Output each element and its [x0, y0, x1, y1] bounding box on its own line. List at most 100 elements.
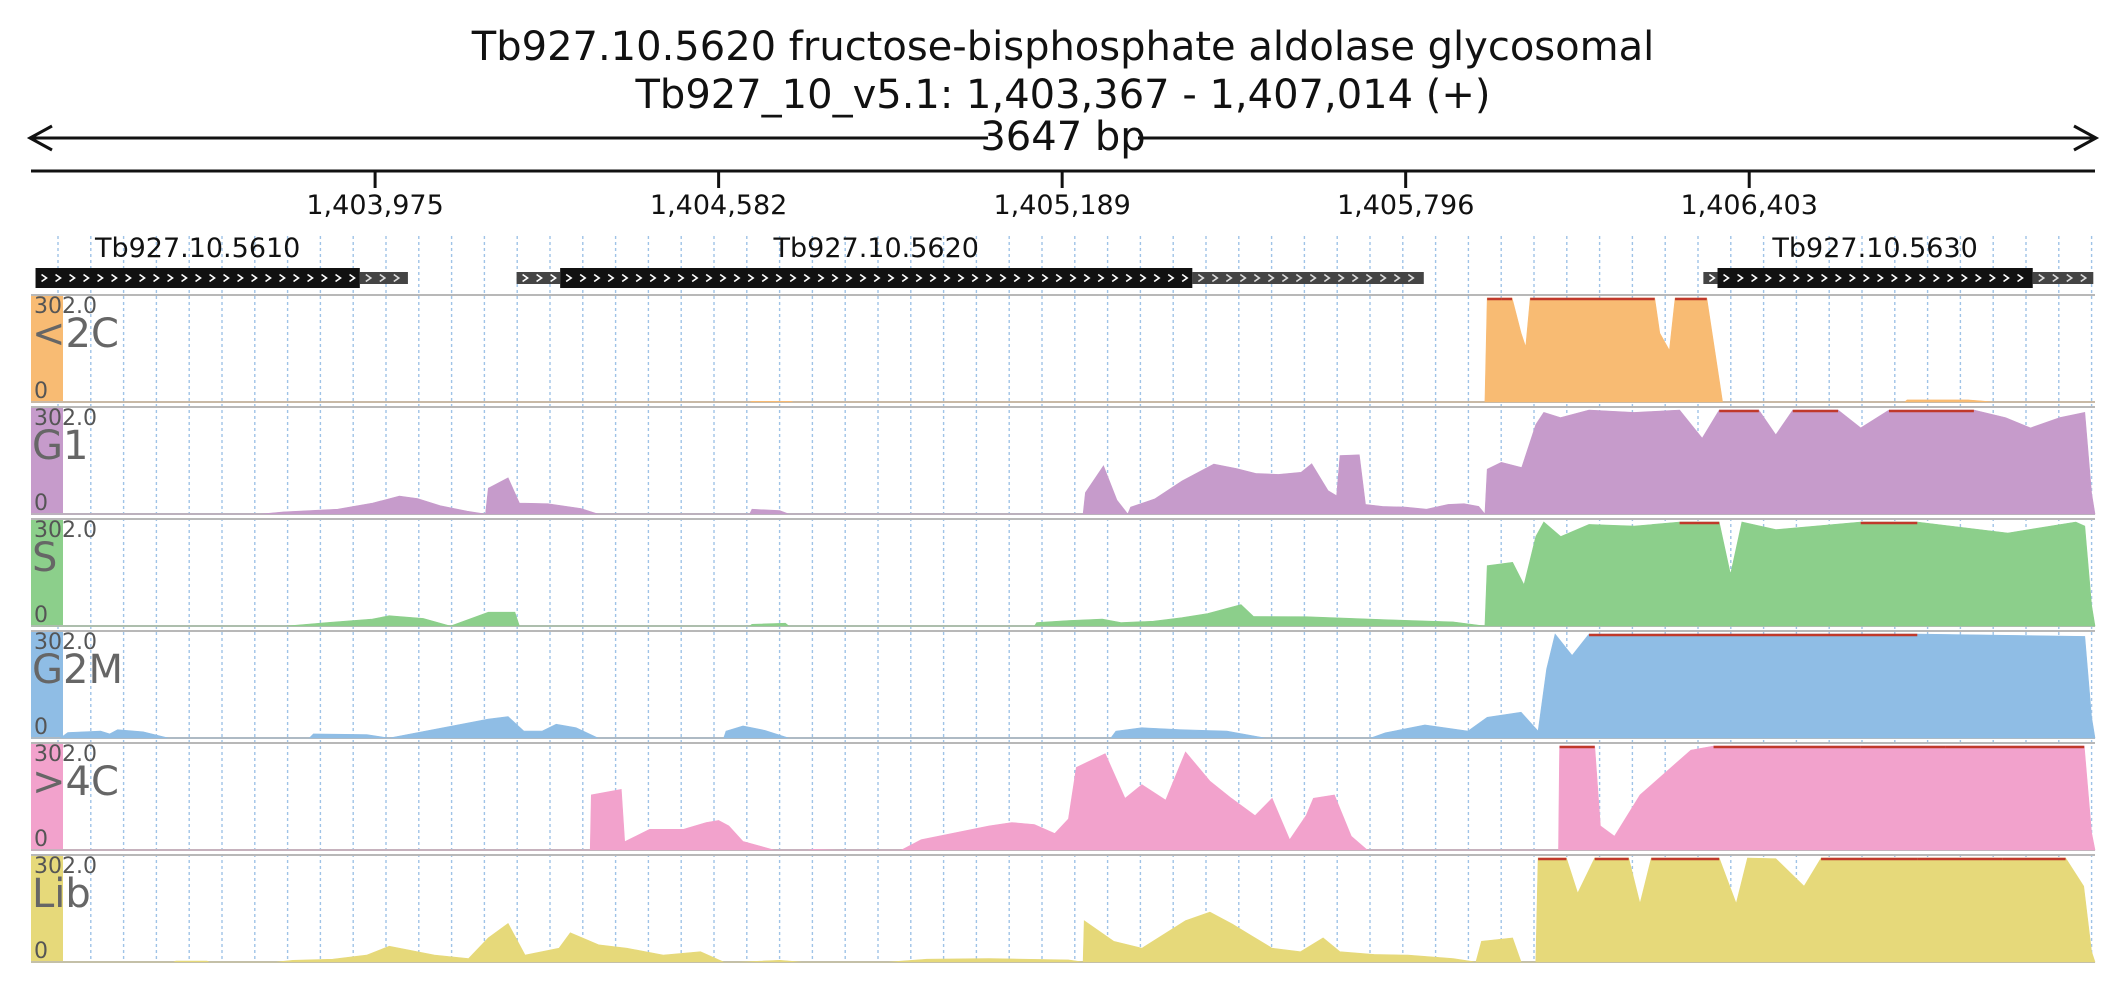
track-name-label: <2C	[32, 311, 119, 357]
strand-chevron-icon	[335, 273, 342, 283]
strand-chevron-icon	[705, 273, 713, 283]
strand-chevron-icon	[663, 273, 671, 283]
gene-model: Tb927.10.5620	[516, 233, 1424, 288]
coverage-area	[31, 745, 2096, 851]
gene-model: Tb927.10.5630	[1703, 233, 2094, 288]
strand-chevron-icon	[971, 273, 979, 283]
strand-chevron-icon	[265, 273, 272, 283]
gene-track: Tb927.10.5610 Tb927.10.5620 Tb927.10.5630	[35, 233, 2094, 288]
track-max-label: 302.0	[34, 854, 97, 879]
strand-chevron-icon	[761, 273, 769, 283]
strand-chevron-icon	[1891, 273, 1898, 283]
strand-chevron-icon	[1737, 273, 1744, 283]
tick-label: 1,403,975	[306, 190, 443, 221]
utr3-block	[2032, 272, 2094, 284]
strand-chevron-icon	[1097, 273, 1105, 283]
strand-chevron-icon	[677, 273, 685, 283]
utr5-block	[516, 272, 561, 284]
strand-chevron-icon	[985, 273, 993, 283]
strand-chevron-icon	[195, 273, 202, 283]
strand-chevron-icon	[1027, 273, 1035, 283]
strand-chevron-icon	[1281, 273, 1289, 283]
strand-chevron-icon	[293, 273, 300, 283]
strand-chevron-icon	[83, 273, 90, 283]
strand-chevron-icon	[621, 273, 629, 283]
strand-chevron-icon	[817, 273, 825, 283]
strand-chevron-icon	[1267, 273, 1275, 283]
strand-chevron-icon	[747, 273, 755, 283]
strand-chevron-icon	[1989, 273, 1996, 283]
locus-title: Tb927_10_v5.1: 1,403,367 - 1,407,014 (+)	[635, 72, 1491, 118]
strand-chevron-icon	[2066, 273, 2074, 283]
track-color-swatch	[31, 408, 63, 513]
strand-chevron-icon	[1961, 273, 1968, 283]
strand-chevron-icon	[873, 273, 881, 283]
strand-chevron-icon	[153, 273, 160, 283]
strand-chevron-icon	[1181, 273, 1189, 283]
strand-chevron-icon	[579, 273, 587, 283]
strand-chevron-icon	[929, 273, 937, 283]
strand-chevron-icon	[733, 273, 741, 283]
strand-chevron-icon	[649, 273, 657, 283]
strand-chevron-icon	[1933, 273, 1940, 283]
track-name-label: G2M	[32, 647, 123, 693]
strand-chevron-icon	[593, 273, 601, 283]
strand-chevron-icon	[1975, 273, 1982, 283]
strand-chevron-icon	[97, 273, 104, 283]
coverage-track: 302.0 0 <2C	[31, 294, 2095, 404]
strand-chevron-icon	[789, 273, 797, 283]
gene-label: Tb927.10.5610	[94, 233, 300, 264]
strand-chevron-icon	[1393, 273, 1401, 283]
coverage-area	[31, 409, 2096, 515]
utr3-block	[1192, 272, 1424, 284]
strand-chevron-icon	[901, 273, 909, 283]
strand-chevron-icon	[522, 273, 529, 283]
strand-chevron-icon	[1041, 273, 1049, 283]
strand-chevron-icon	[1849, 273, 1856, 283]
track-min-label: 0	[34, 715, 48, 740]
strand-chevron-icon	[2003, 273, 2010, 283]
strand-chevron-icon	[831, 273, 839, 283]
strand-chevron-icon	[1947, 273, 1954, 283]
strand-chevron-icon	[803, 273, 811, 283]
coverage-area	[31, 521, 2096, 627]
strand-chevron-icon	[1337, 273, 1345, 283]
track-name-label: Lib	[32, 871, 91, 917]
strand-chevron-icon	[349, 273, 356, 283]
strand-chevron-icon	[167, 273, 174, 283]
strand-chevron-icon	[1167, 273, 1175, 283]
strand-chevron-icon	[1197, 273, 1205, 283]
strand-chevron-icon	[223, 273, 230, 283]
strand-chevron-icon	[125, 273, 132, 283]
strand-chevron-icon	[1807, 273, 1814, 283]
span-arrow-right-icon	[2073, 124, 2100, 152]
tick-label: 1,406,403	[1680, 190, 1817, 221]
strand-chevron-icon	[1323, 273, 1331, 283]
strand-chevron-icon	[1919, 273, 1926, 283]
track-color-swatch	[31, 744, 63, 849]
cds-block	[1717, 268, 2033, 288]
strand-chevron-icon	[1779, 273, 1786, 283]
strand-chevron-icon	[1877, 273, 1884, 283]
coverage-track: 302.0 0 G1	[31, 406, 2096, 516]
track-max-label: 302.0	[34, 294, 97, 319]
strand-chevron-icon	[1153, 273, 1161, 283]
strand-chevron-icon	[365, 273, 373, 283]
track-color-swatch	[31, 632, 63, 737]
track-max-label: 302.0	[34, 518, 97, 543]
strand-chevron-icon	[635, 273, 643, 283]
strand-chevron-icon	[1239, 273, 1247, 283]
strand-chevron-icon	[775, 273, 783, 283]
strand-chevron-icon	[1069, 273, 1077, 283]
coverage-tracks: 302.00<2C302.00G1302.00S302.00G2M302.00>…	[31, 294, 2096, 964]
strand-chevron-icon	[1835, 273, 1842, 283]
strand-chevron-icon	[943, 273, 951, 283]
track-min-label: 0	[34, 603, 48, 628]
track-color-swatch	[31, 520, 63, 625]
gene-label: Tb927.10.5630	[1771, 233, 1977, 264]
strand-chevron-icon	[181, 273, 188, 283]
gene-label: Tb927.10.5620	[773, 233, 979, 264]
strand-chevron-icon	[1351, 273, 1359, 283]
track-name-label: S	[32, 535, 57, 581]
